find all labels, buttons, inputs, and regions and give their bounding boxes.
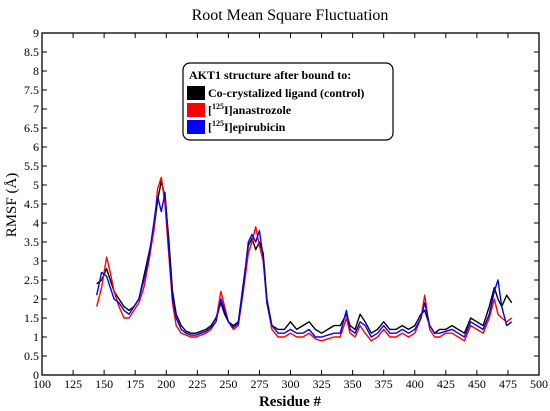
x-tick-label: 100 [33, 377, 51, 391]
x-tick-label: 250 [219, 377, 237, 391]
x-tick-label: 275 [250, 377, 268, 391]
y-tick-label: 3 [33, 254, 39, 268]
legend-title: AKT1 structure after bound to: [189, 68, 351, 82]
x-tick-label: 350 [344, 377, 362, 391]
x-axis-label: Residue # [259, 394, 322, 410]
y-tick-label: 5.5 [24, 159, 39, 173]
y-tick-label: 0 [33, 368, 39, 382]
y-tick-label: 1.5 [24, 311, 39, 325]
y-tick-label: 3.5 [24, 235, 39, 249]
x-tick-label: 200 [157, 377, 175, 391]
series-line-epirubicin [96, 191, 513, 338]
x-axis-ticks: 100 125 150 175 200 225 250 275 300 325 350 375 400 4… [33, 33, 548, 391]
y-tick-label: 1 [33, 330, 39, 344]
series-line-anastrozole [96, 176, 513, 342]
y-axis-label: RMSF (Å) [4, 173, 20, 238]
series-line-control [96, 180, 513, 334]
x-tick-label: 400 [406, 377, 424, 391]
y-tick-label: 7 [33, 102, 39, 116]
x-tick-label: 175 [126, 377, 144, 391]
legend-box [182, 62, 394, 141]
x-tick-label: 475 [499, 377, 517, 391]
y-tick-label: 6 [33, 140, 39, 154]
x-tick-label: 375 [375, 377, 393, 391]
legend-entry-control: Co-crystalized ligand (control) [208, 86, 364, 100]
x-tick-label: 300 [282, 377, 300, 391]
y-tick-label: 2 [33, 292, 39, 306]
x-tick-label: 500 [530, 377, 548, 391]
y-tick-label: 8 [33, 64, 39, 78]
x-tick-label: 425 [437, 377, 455, 391]
y-tick-label: 4 [33, 216, 39, 230]
y-tick-label: 7.5 [24, 83, 39, 97]
series-lines [96, 176, 513, 342]
y-tick-label: 5 [33, 178, 39, 192]
y-tick-label: 0.5 [24, 349, 39, 363]
legend-entry-anastrozole: [125I]anastrozole [208, 102, 292, 117]
x-tick-label: 125 [64, 377, 82, 391]
y-tick-label: 2.5 [24, 273, 39, 287]
x-tick-label: 450 [468, 377, 486, 391]
chart-title: Root Mean Square Fluctuation [192, 7, 389, 24]
y-tick-label: 8.5 [24, 45, 39, 59]
x-tick-label: 225 [188, 377, 206, 391]
x-tick-label: 150 [95, 377, 113, 391]
y-tick-label: 9 [33, 26, 39, 40]
legend-swatch-anastrozole [187, 103, 205, 117]
legend-entry-epirubicin: [125I]epirubicin [208, 119, 286, 134]
legend-swatch-epirubicin [187, 120, 205, 134]
x-tick-label: 325 [313, 377, 331, 391]
y-tick-label: 4.5 [24, 197, 39, 211]
legend: AKT1 structure after bound to: Co-crysta… [182, 62, 394, 141]
y-axis-ticks: 0 0.5 1 1.5 2 2.5 3 3.5 4 4.5 5 5.5 6 6.5 7 7.5 8 8.5 9 [24, 26, 539, 382]
legend-swatch-control [187, 86, 205, 100]
y-tick-label: 6.5 [24, 121, 39, 135]
